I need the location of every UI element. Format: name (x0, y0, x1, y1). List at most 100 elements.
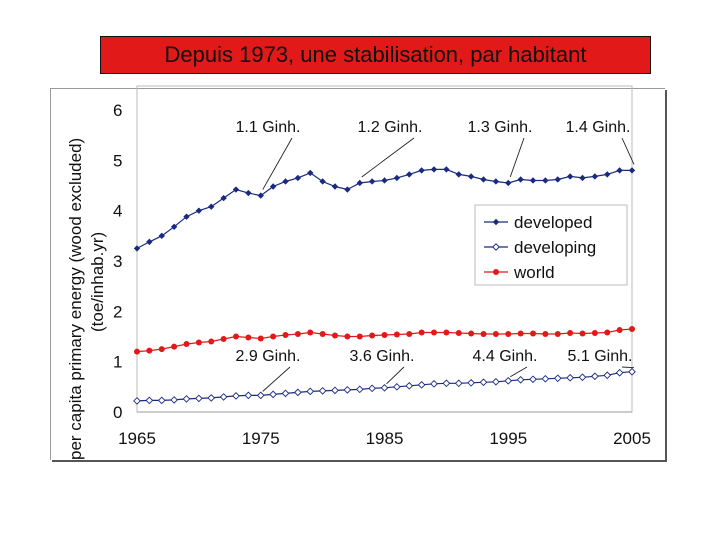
data-point-developing (145, 396, 154, 405)
annotation-leader (621, 137, 635, 165)
data-point-world (257, 335, 264, 342)
data-point-world (294, 330, 301, 337)
data-point-developing (294, 388, 302, 397)
data-point-developed (628, 167, 636, 174)
data-point-developed (319, 178, 326, 185)
data-point-world (554, 330, 561, 337)
data-point-developing (566, 373, 574, 382)
data-point-developed (542, 177, 549, 184)
data-point-world (171, 343, 178, 350)
data-point-developing (603, 371, 612, 380)
data-point-developing (615, 368, 624, 377)
data-point-world (356, 333, 363, 340)
data-point-developed (245, 189, 252, 197)
data-point-developed (195, 207, 203, 214)
data-point-world (455, 329, 462, 336)
data-point-world (517, 330, 524, 337)
data-point-world (344, 333, 351, 340)
x-tick-label: 1975 (242, 429, 280, 448)
data-point-developing (380, 384, 389, 392)
annotation-label: 2.9 Ginh. (236, 348, 301, 365)
data-point-developing (553, 374, 562, 383)
x-tick-label: 1985 (366, 429, 404, 448)
data-point-developing (442, 379, 451, 388)
data-point-developing (430, 379, 438, 388)
data-point-world (393, 331, 400, 338)
data-point-world (604, 329, 611, 336)
annotation-label: 3.6 Ginh. (350, 348, 415, 365)
chart-title: Depuis 1973, une stabilisation, par habi… (100, 36, 651, 74)
data-point-world (146, 347, 153, 354)
data-point-world (480, 330, 487, 337)
data-point-developed (269, 183, 277, 190)
legend-label: world (513, 263, 555, 282)
annotation-label: 1.4 Ginh. (566, 119, 631, 136)
data-point-developing (529, 375, 537, 384)
data-point-developing (318, 387, 327, 395)
data-point-world (134, 348, 140, 355)
y-tick-label: 5 (113, 151, 122, 170)
x-tick-label: 1995 (489, 429, 527, 448)
data-point-developing (541, 374, 550, 383)
data-point-developed (220, 194, 227, 202)
data-point-developing (467, 378, 475, 387)
data-point-developed (529, 177, 537, 184)
data-point-developing (578, 373, 587, 382)
data-point-developed (133, 245, 141, 252)
data-point-developed (406, 171, 413, 178)
data-point-world (542, 330, 549, 337)
annotation-leader (510, 366, 528, 378)
data-point-developed (344, 186, 351, 193)
x-tick-label: 1965 (118, 429, 156, 448)
data-point-world (307, 329, 314, 336)
y-tick-label: 1 (113, 353, 122, 372)
y-tick-label: 4 (113, 202, 122, 221)
data-point-world (567, 329, 574, 336)
data-point-world (195, 339, 202, 346)
data-point-developed (579, 174, 586, 182)
data-point-developed (591, 173, 599, 180)
data-point-developed (467, 173, 475, 180)
data-point-world (591, 329, 598, 336)
data-point-world (319, 330, 326, 337)
data-point-world (245, 334, 252, 341)
data-point-developed (381, 177, 388, 184)
data-point-developing (479, 378, 488, 387)
annotation-leader (386, 366, 405, 385)
data-point-developing (628, 367, 636, 376)
data-point-developing (405, 381, 414, 390)
data-point-developing (256, 391, 265, 400)
data-point-world (381, 331, 388, 338)
data-point-world (282, 331, 289, 338)
legend-label: developing (514, 238, 596, 257)
data-point-world (158, 346, 165, 353)
data-point-developed (505, 179, 512, 187)
legend-swatch-marker (492, 218, 500, 226)
data-point-world (616, 326, 623, 333)
data-point-world (443, 329, 450, 336)
data-point-developed (616, 167, 623, 174)
data-point-developed (282, 178, 289, 185)
data-point-developing (182, 395, 191, 403)
data-point-world (332, 332, 338, 339)
data-point-developing (504, 376, 513, 385)
annotation-leader (262, 137, 293, 190)
data-point-developing (170, 396, 178, 404)
data-point-developing (393, 382, 401, 391)
annotation-label: 4.4 Ginh. (473, 348, 538, 365)
data-point-developing (454, 379, 463, 388)
data-point-developing (492, 377, 500, 386)
annotation-label: 1.2 Ginh. (358, 119, 423, 136)
data-point-world (220, 336, 227, 343)
y-tick-label: 2 (113, 302, 122, 321)
data-point-world (233, 333, 239, 340)
data-point-developed (492, 178, 500, 185)
annotation-label: 1.3 Ginh. (468, 119, 533, 136)
annotation-leader (509, 137, 525, 178)
data-point-developed (356, 179, 363, 187)
y-tick-label: 3 (113, 252, 122, 271)
data-point-developing (232, 392, 240, 400)
data-point-developed (455, 171, 462, 178)
data-point-developing (207, 394, 216, 402)
